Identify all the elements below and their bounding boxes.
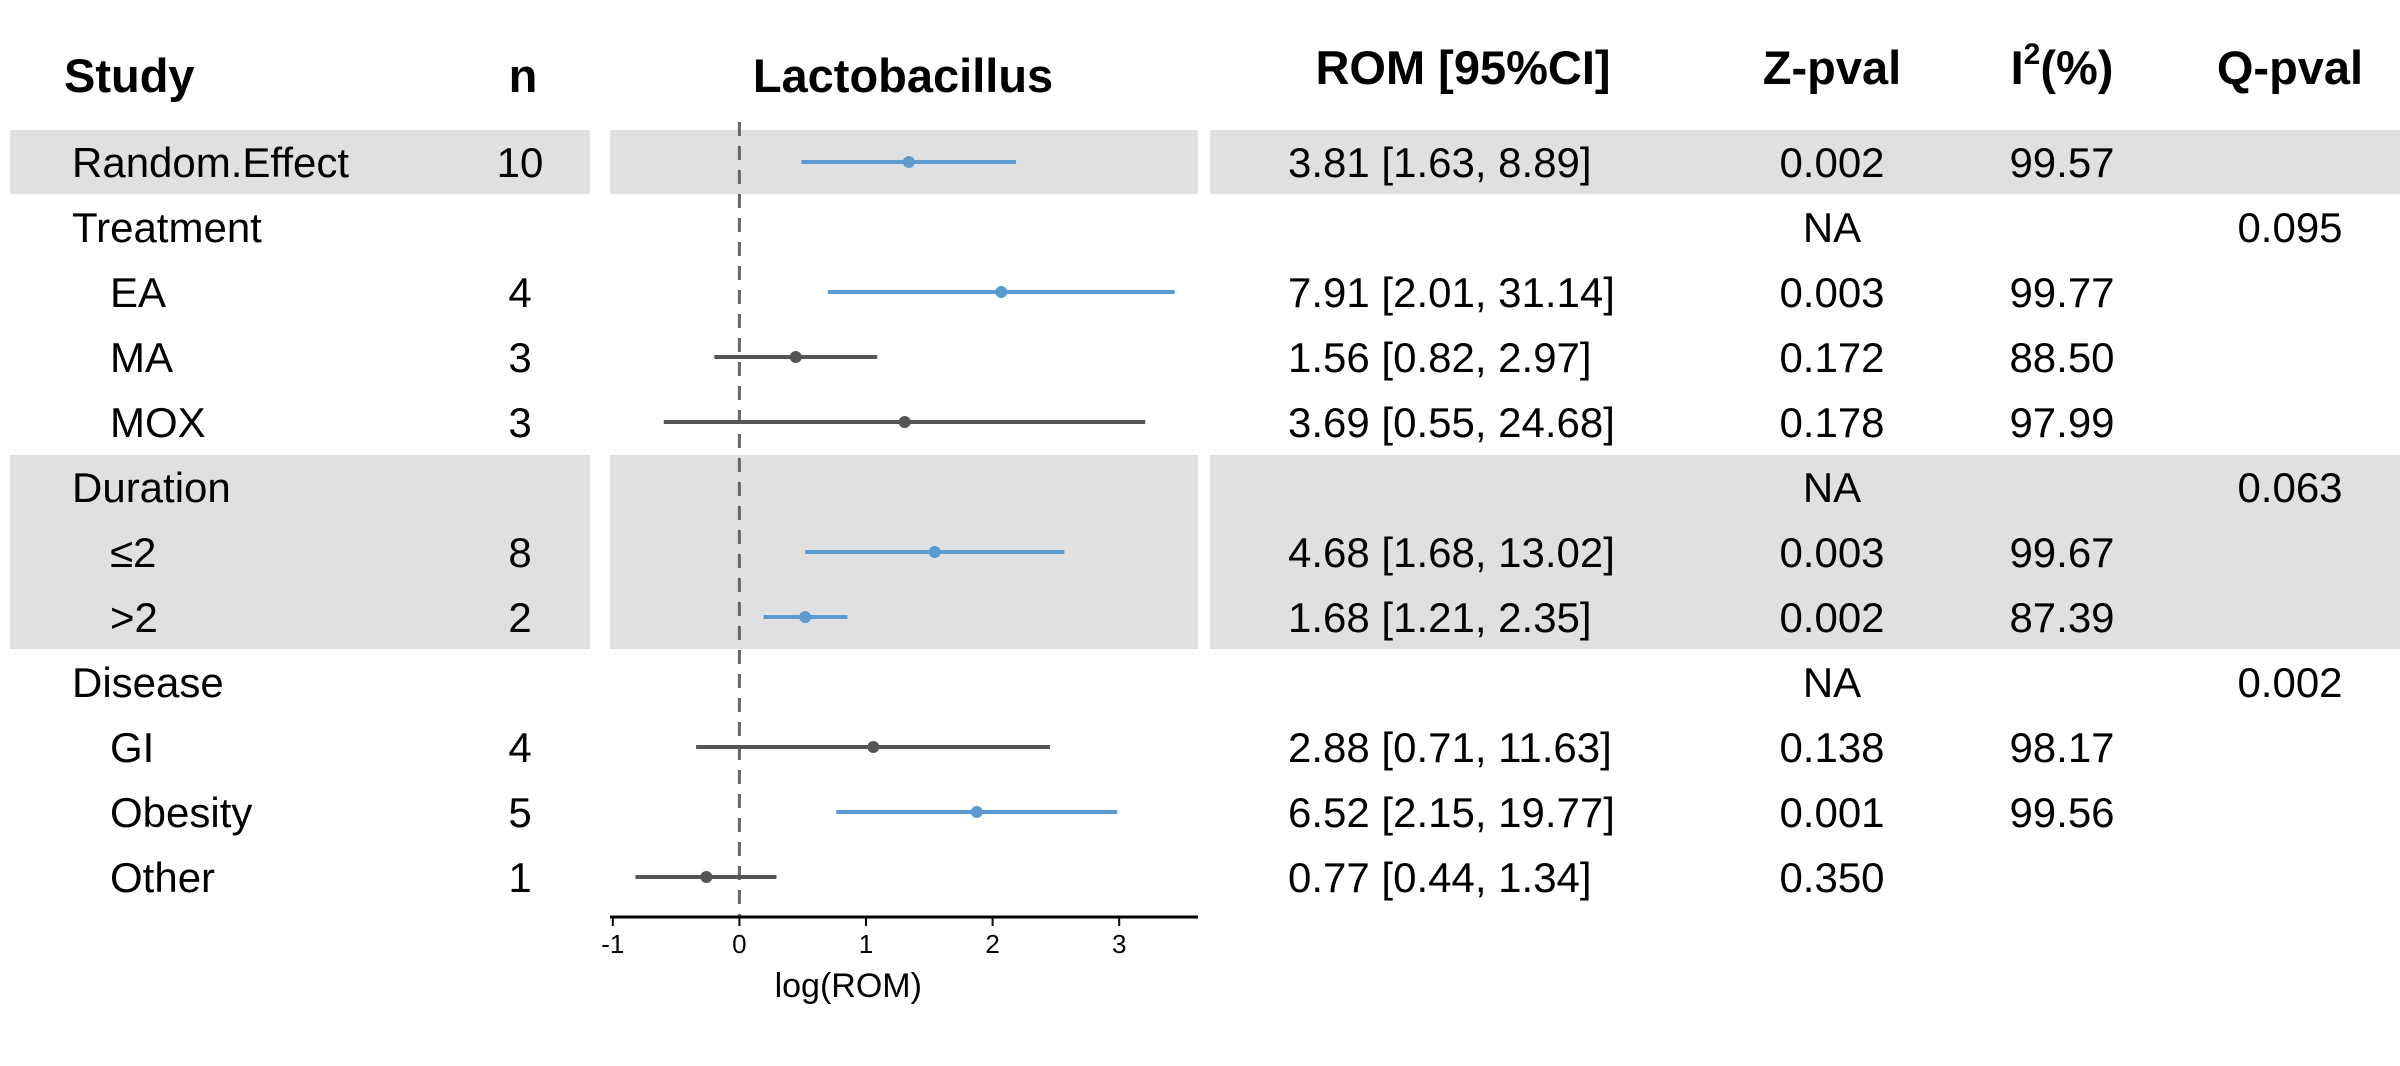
row-i2: 98.17 <box>2009 724 2114 771</box>
x-axis: -1 0 1 2 3 log(ROM) <box>601 915 1198 1005</box>
row-shading-band <box>1210 130 2400 194</box>
row-shading-band <box>10 130 590 194</box>
table-row: GI 4 2.88 [0.71, 11.63] 0.138 98.17 <box>110 724 2115 771</box>
point-estimate <box>970 806 983 818</box>
column-headers: Study n Lactobacillus ROM [95%CI] Z-pval… <box>64 38 2363 102</box>
row-rom-ci: 0.77 [0.44, 1.34] <box>1288 854 1592 901</box>
row-label: Obesity <box>110 789 252 836</box>
table-rows: Random.Effect 10 3.81 [1.63, 8.89] 0.002 99.… <box>72 139 2343 901</box>
header-study: Study <box>64 49 195 102</box>
row-rom-ci: 1.56 [0.82, 2.97] <box>1288 334 1592 381</box>
table-row: MOX 3 3.69 [0.55, 24.68] 0.178 97.99 <box>110 399 2115 446</box>
row-label: >2 <box>110 594 158 641</box>
row-n: 4 <box>508 724 531 771</box>
row-i2: 97.99 <box>2009 399 2114 446</box>
row-zpval: 0.001 <box>1779 789 1884 836</box>
row-zpval: 0.002 <box>1779 594 1884 641</box>
header-plot-title: Lactobacillus <box>753 49 1053 102</box>
table-row: Treatment NA 0.095 <box>72 204 2343 251</box>
row-n: 4 <box>508 269 531 316</box>
row-n: 1 <box>508 854 531 901</box>
row-i2: 87.39 <box>2009 594 2114 641</box>
table-row: >2 2 1.68 [1.21, 2.35] 0.002 87.39 <box>110 594 2115 641</box>
x-tick-label: 1 <box>859 929 873 959</box>
row-n: 3 <box>508 399 531 446</box>
row-qpval: 0.063 <box>2237 464 2342 511</box>
table-row: EA 4 7.91 [2.01, 31.14] 0.003 99.77 <box>110 269 2115 316</box>
row-label: Other <box>110 854 215 901</box>
header-i2: I2(%) <box>2011 38 2114 94</box>
row-rom-ci: 1.68 [1.21, 2.35] <box>1288 594 1592 641</box>
row-qpval: 0.002 <box>2237 659 2342 706</box>
header-qpval: Q-pval <box>2217 41 2363 94</box>
row-label: Duration <box>72 464 231 511</box>
x-tick-label: 0 <box>732 929 746 959</box>
header-n: n <box>509 49 538 102</box>
row-n: 3 <box>508 334 531 381</box>
point-estimate <box>898 416 911 428</box>
row-rom-ci: 3.81 [1.63, 8.89] <box>1288 139 1592 186</box>
ci-marks <box>635 156 1175 883</box>
row-label: GI <box>110 724 154 771</box>
table-row: Disease NA 0.002 <box>72 659 2343 706</box>
row-label: MOX <box>110 399 206 446</box>
header-i2-base: I <box>2011 41 2024 94</box>
point-estimate <box>928 546 941 558</box>
table-row: Other 1 0.77 [0.44, 1.34] 0.350 <box>110 854 1885 901</box>
row-i2: 99.77 <box>2009 269 2114 316</box>
table-row: Obesity 5 6.52 [2.15, 19.77] 0.001 99.56 <box>110 789 2115 836</box>
row-label: EA <box>110 269 166 316</box>
row-rom-ci: 4.68 [1.68, 13.02] <box>1288 529 1615 576</box>
point-estimate <box>700 871 713 883</box>
row-zpval: 0.350 <box>1779 854 1884 901</box>
row-label: Treatment <box>72 204 262 251</box>
row-i2: 99.67 <box>2009 529 2114 576</box>
x-axis-label: log(ROM) <box>775 967 922 1005</box>
row-i2: 88.50 <box>2009 334 2114 381</box>
row-zpval: NA <box>1803 464 1861 511</box>
row-i2: 99.57 <box>2009 139 2114 186</box>
row-zpval: 0.172 <box>1779 334 1884 381</box>
row-n: 8 <box>508 529 531 576</box>
table-row: MA 3 1.56 [0.82, 2.97] 0.172 88.50 <box>110 334 2115 381</box>
row-zpval: NA <box>1803 659 1861 706</box>
header-zpval: Z-pval <box>1763 41 1901 94</box>
row-rom-ci: 3.69 [0.55, 24.68] <box>1288 399 1615 446</box>
row-zpval: 0.178 <box>1779 399 1884 446</box>
row-zpval: 0.003 <box>1779 529 1884 576</box>
x-tick-label: 2 <box>985 929 999 959</box>
row-shading-band <box>1210 455 2400 649</box>
table-row: Random.Effect 10 3.81 [1.63, 8.89] 0.002 99.… <box>72 139 2115 186</box>
row-label: MA <box>110 334 173 381</box>
point-estimate <box>902 156 915 168</box>
table-row: Duration NA 0.063 <box>72 464 2343 511</box>
table-row: ≤2 8 4.68 [1.68, 13.02] 0.003 99.67 <box>110 529 2115 576</box>
header-i2-suffix: (%) <box>2040 41 2113 94</box>
x-tick-label: -1 <box>601 929 624 959</box>
row-i2: 99.56 <box>2009 789 2114 836</box>
row-label: ≤2 <box>110 529 156 576</box>
row-label: Random.Effect <box>72 139 349 186</box>
row-zpval: NA <box>1803 204 1861 251</box>
row-qpval: 0.095 <box>2237 204 2342 251</box>
row-label: Disease <box>72 659 224 706</box>
row-zpval: 0.138 <box>1779 724 1884 771</box>
point-estimate <box>995 286 1008 298</box>
header-i2-sup: 2 <box>2024 38 2041 71</box>
row-rom-ci: 7.91 [2.01, 31.14] <box>1288 269 1615 316</box>
row-rom-ci: 6.52 [2.15, 19.77] <box>1288 789 1615 836</box>
header-rom: ROM [95%CI] <box>1315 41 1610 94</box>
point-estimate <box>799 611 812 623</box>
point-estimate <box>789 351 802 363</box>
row-rom-ci: 2.88 [0.71, 11.63] <box>1288 724 1612 771</box>
row-zpval: 0.003 <box>1779 269 1884 316</box>
row-n: 10 <box>497 139 544 186</box>
row-n: 5 <box>508 789 531 836</box>
row-zpval: 0.002 <box>1779 139 1884 186</box>
row-n: 2 <box>508 594 531 641</box>
point-estimate <box>867 741 880 753</box>
row-shading-band <box>10 455 590 649</box>
x-tick-label: 3 <box>1112 929 1126 959</box>
